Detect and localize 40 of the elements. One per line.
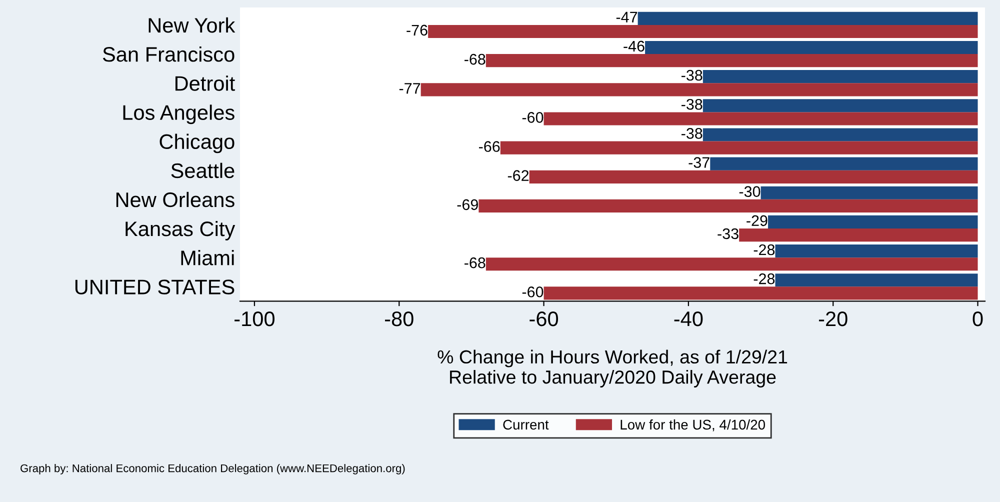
x-tick-label: -40 (674, 311, 703, 326)
y-tick-label: Miami (181, 250, 234, 266)
data-label: -60 (522, 112, 544, 123)
data-label: -47 (616, 12, 638, 22)
data-label: -28 (754, 244, 775, 256)
y-tick-label: Los Angeles (123, 104, 234, 124)
x-tick-label: -80 (384, 311, 414, 326)
x-tick-label: -100 (234, 311, 274, 326)
y-tick-label: UNITED STATES (75, 280, 234, 294)
x-tick-label: 0 (972, 311, 983, 326)
x-axis-title: % Change in Hours Worked, as of 1/29/21 Relative to January/2020 Daily Average (438, 350, 788, 388)
legend-label: Current (503, 420, 549, 430)
y-tick-label: Kansas City (126, 220, 236, 240)
data-label: -77 (399, 83, 420, 94)
data-label: -33 (718, 228, 738, 240)
data-label: -68 (464, 54, 486, 65)
data-label: -37 (688, 157, 710, 168)
text: Graph by: National Economic Education Delegation (www.NEEDelegation.org) (20, 464, 405, 474)
data-label: -29 (746, 215, 768, 226)
data-label: -46 (624, 40, 644, 52)
x-tick-label: -20 (818, 311, 848, 326)
y-tick-label: Detroit (175, 76, 235, 91)
data-label: -76 (406, 24, 428, 36)
data-label: -60 (522, 286, 544, 298)
y-tick-label: New York (148, 17, 236, 33)
data-label: -38 (682, 128, 702, 139)
data-label: -62 (508, 170, 529, 181)
data-label: -30 (739, 186, 760, 197)
data-label: -28 (754, 273, 775, 284)
data-label: -38 (682, 70, 702, 81)
x-tick-label: -60 (530, 311, 558, 326)
data-label: -66 (478, 141, 500, 152)
data-label: -68 (464, 257, 486, 268)
y-tick-label: Chicago (160, 134, 234, 154)
y-tick-label: San Francisco (102, 46, 234, 62)
y-tick-label: Seattle (171, 162, 234, 178)
data-label: -69 (457, 199, 478, 210)
data-label: -38 (682, 98, 702, 110)
legend-label: Low for the US, 4/10/20 (620, 419, 766, 432)
y-tick-label: New Orleans (116, 192, 234, 208)
